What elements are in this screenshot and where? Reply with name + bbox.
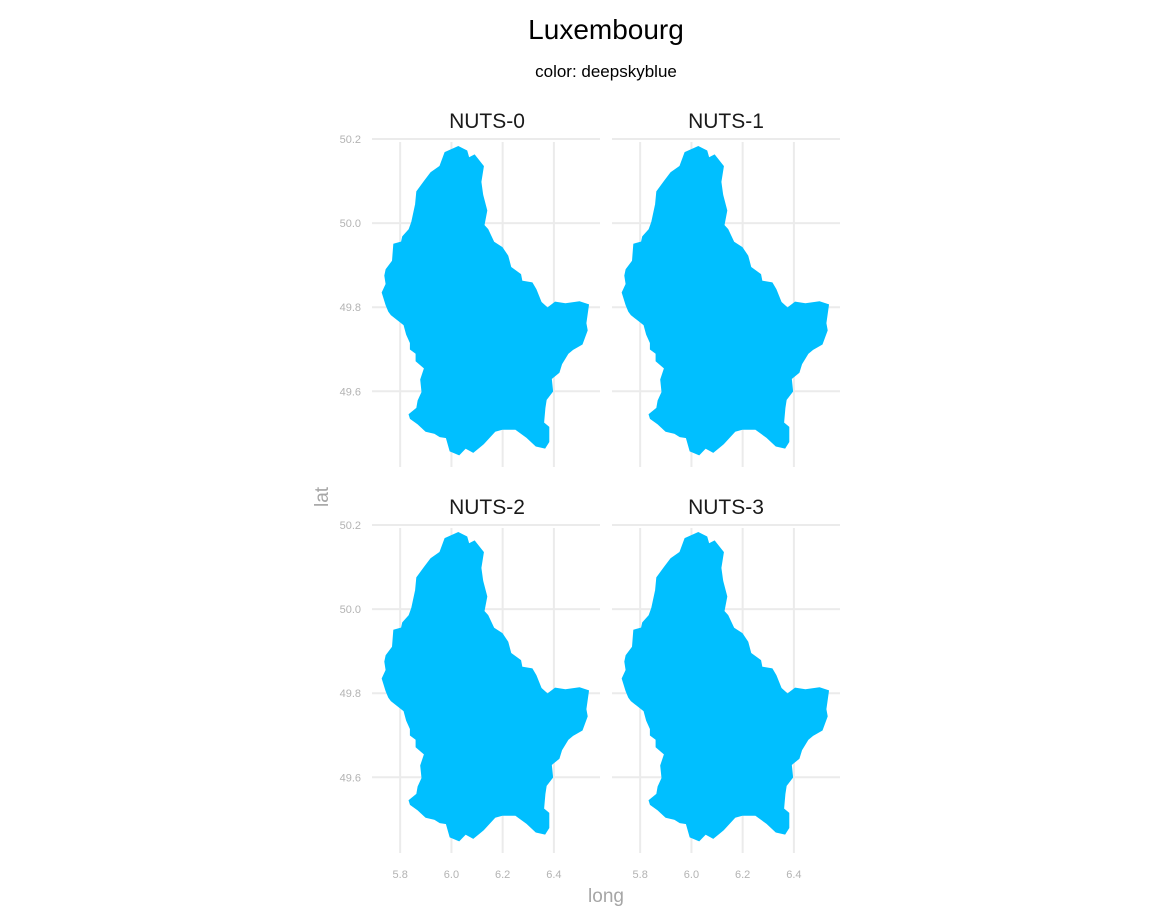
panel-nuts-1 [612,138,840,467]
facet-label-nuts-1: NUTS-1 [688,110,764,133]
country-shape-nuts-1 [621,146,830,456]
x-tick-label: 6.4 [786,869,801,881]
x-axis-title: long [588,886,624,907]
x-tick-label: 6.2 [735,869,750,881]
y-tick-label: 50.2 [340,520,361,532]
facet-label-nuts-3: NUTS-3 [688,496,764,519]
x-tick-label: 5.8 [393,869,408,881]
x-tick-label: 6.0 [444,869,459,881]
chart-title: Luxembourg [528,14,684,45]
facet-label-nuts-2: NUTS-2 [449,496,525,519]
y-tick-label: 49.6 [340,386,361,398]
y-tick-label: 50.2 [340,134,361,146]
facet-label-nuts-0: NUTS-0 [449,110,525,133]
y-axis-title: lat [312,486,333,507]
chart-subtitle: color: deepskyblue [535,62,677,81]
panel-nuts-0: 49.6 49.8 50.0 50.2 [340,134,600,467]
y-tick-label: 49.6 [340,772,361,784]
panel-nuts-2: 49.6 49.8 50.0 50.2 5.8 6.0 6.2 6.4 [340,520,600,881]
country-shape-nuts-2 [381,532,590,842]
y-tick-label: 49.8 [340,302,361,314]
y-tick-label: 50.0 [340,604,361,616]
country-shape-nuts-0 [381,146,590,456]
x-tick-label: 6.4 [546,869,561,881]
x-tick-label: 6.2 [495,869,510,881]
panel-nuts-3: 5.8 6.0 6.2 6.4 [612,524,840,881]
country-shape-nuts-3 [621,532,830,842]
x-tick-label: 6.0 [684,869,699,881]
x-tick-label: 5.8 [633,869,648,881]
y-tick-label: 50.0 [340,218,361,230]
y-tick-label: 49.8 [340,688,361,700]
